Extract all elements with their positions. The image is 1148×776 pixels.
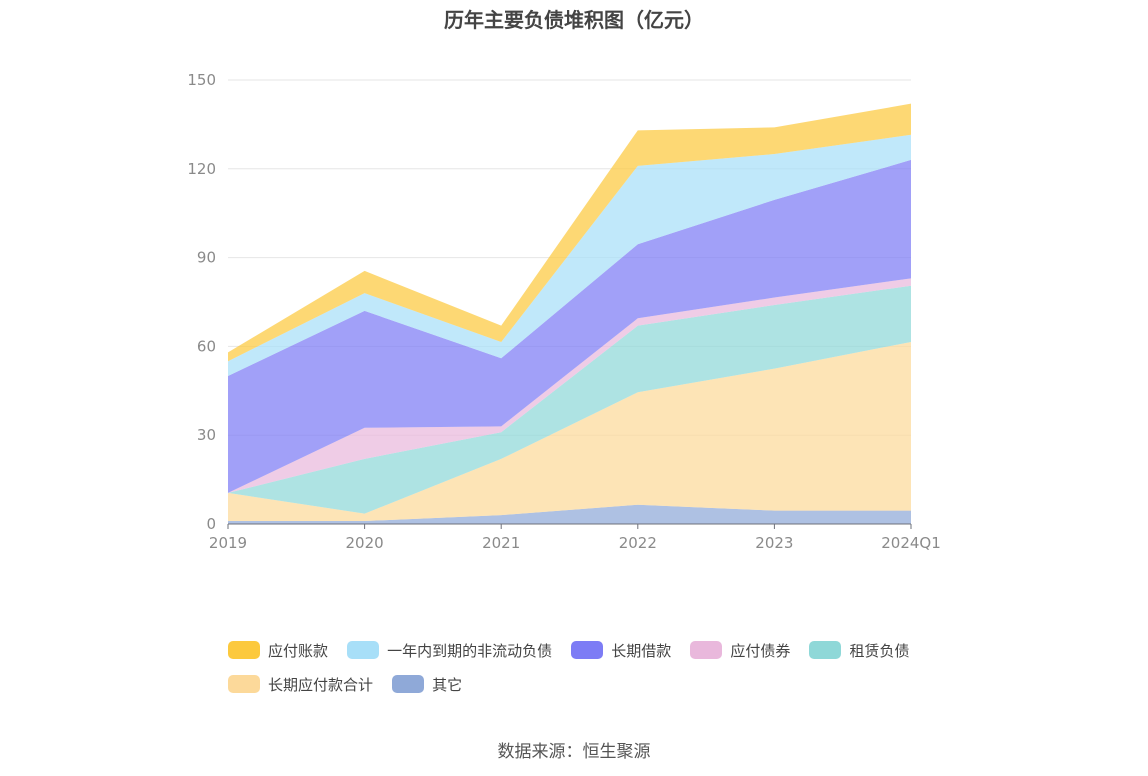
y-tick-label: 150: [187, 71, 216, 89]
legend-label: 长期借款: [611, 641, 672, 660]
legend: 应付账款 一年内到期的非流动负债 长期借款 应付债券 租赁负债 长期应付款合计 …: [228, 638, 948, 706]
legend-swatch: [228, 675, 260, 693]
legend-label: 其它: [432, 675, 463, 694]
series-area-一年内到期的非流动负债: [228, 134, 911, 376]
legend-label: 租赁负债: [849, 641, 910, 660]
legend-swatch: [809, 641, 842, 659]
series-area-长期应付款合计: [228, 341, 911, 522]
x-tick-label: 2020: [346, 534, 384, 552]
x-tick-label: 2021: [482, 534, 520, 552]
legend-item-accounts-payable[interactable]: 应付账款: [228, 638, 328, 662]
legend-swatch: [571, 641, 604, 659]
series-area-租赁负债: [228, 285, 911, 514]
legend-label: 一年内到期的非流动负债: [387, 641, 553, 660]
y-tick-label: 120: [187, 160, 216, 178]
legend-item-long-term-payables[interactable]: 长期应付款合计: [228, 672, 373, 696]
y-tick-label: 90: [197, 249, 216, 267]
legend-label: 长期应付款合计: [268, 675, 374, 694]
legend-item-lease-liabilities[interactable]: 租赁负债: [809, 638, 909, 662]
legend-item-other[interactable]: 其它: [392, 672, 462, 696]
axes: 0 30 60 90 120 150 2019 2020 2021 2022 2023 2024Q1: [187, 71, 940, 552]
x-tick-label: 2024Q1: [881, 534, 941, 552]
legend-swatch: [228, 641, 260, 659]
chart-title: 历年主要负债堆积图（亿元）: [444, 8, 704, 32]
y-tick-label: 60: [197, 337, 216, 355]
data-source: 数据来源：恒生聚源: [497, 742, 651, 762]
legend-label: 应付账款: [268, 641, 329, 660]
series-areas: [228, 103, 911, 524]
y-tick-label: 30: [197, 426, 216, 444]
series-area-长期借款: [228, 159, 911, 493]
legend-item-current-noncurrent-liabilities[interactable]: 一年内到期的非流动负债: [347, 638, 552, 662]
x-tick-label: 2022: [619, 534, 657, 552]
stacked-area-chart: 0 30 60 90 120 150 2019 2020 2021 2022 2023 2024Q1: [187, 71, 940, 552]
legend-label: 应付债券: [730, 641, 791, 660]
x-tick-label: 2019: [209, 534, 247, 552]
legend-swatch: [690, 641, 723, 659]
x-tick-label: 2023: [755, 534, 793, 552]
series-area-应付债券: [228, 278, 911, 493]
series-area-应付账款: [228, 103, 911, 362]
y-tick-label: 0: [206, 515, 216, 533]
legend-swatch: [392, 675, 425, 693]
legend-swatch: [347, 641, 380, 659]
legend-item-long-term-loans[interactable]: 长期借款: [571, 638, 671, 662]
legend-item-bonds-payable[interactable]: 应付债券: [690, 638, 790, 662]
series-area-其它: [228, 504, 911, 524]
